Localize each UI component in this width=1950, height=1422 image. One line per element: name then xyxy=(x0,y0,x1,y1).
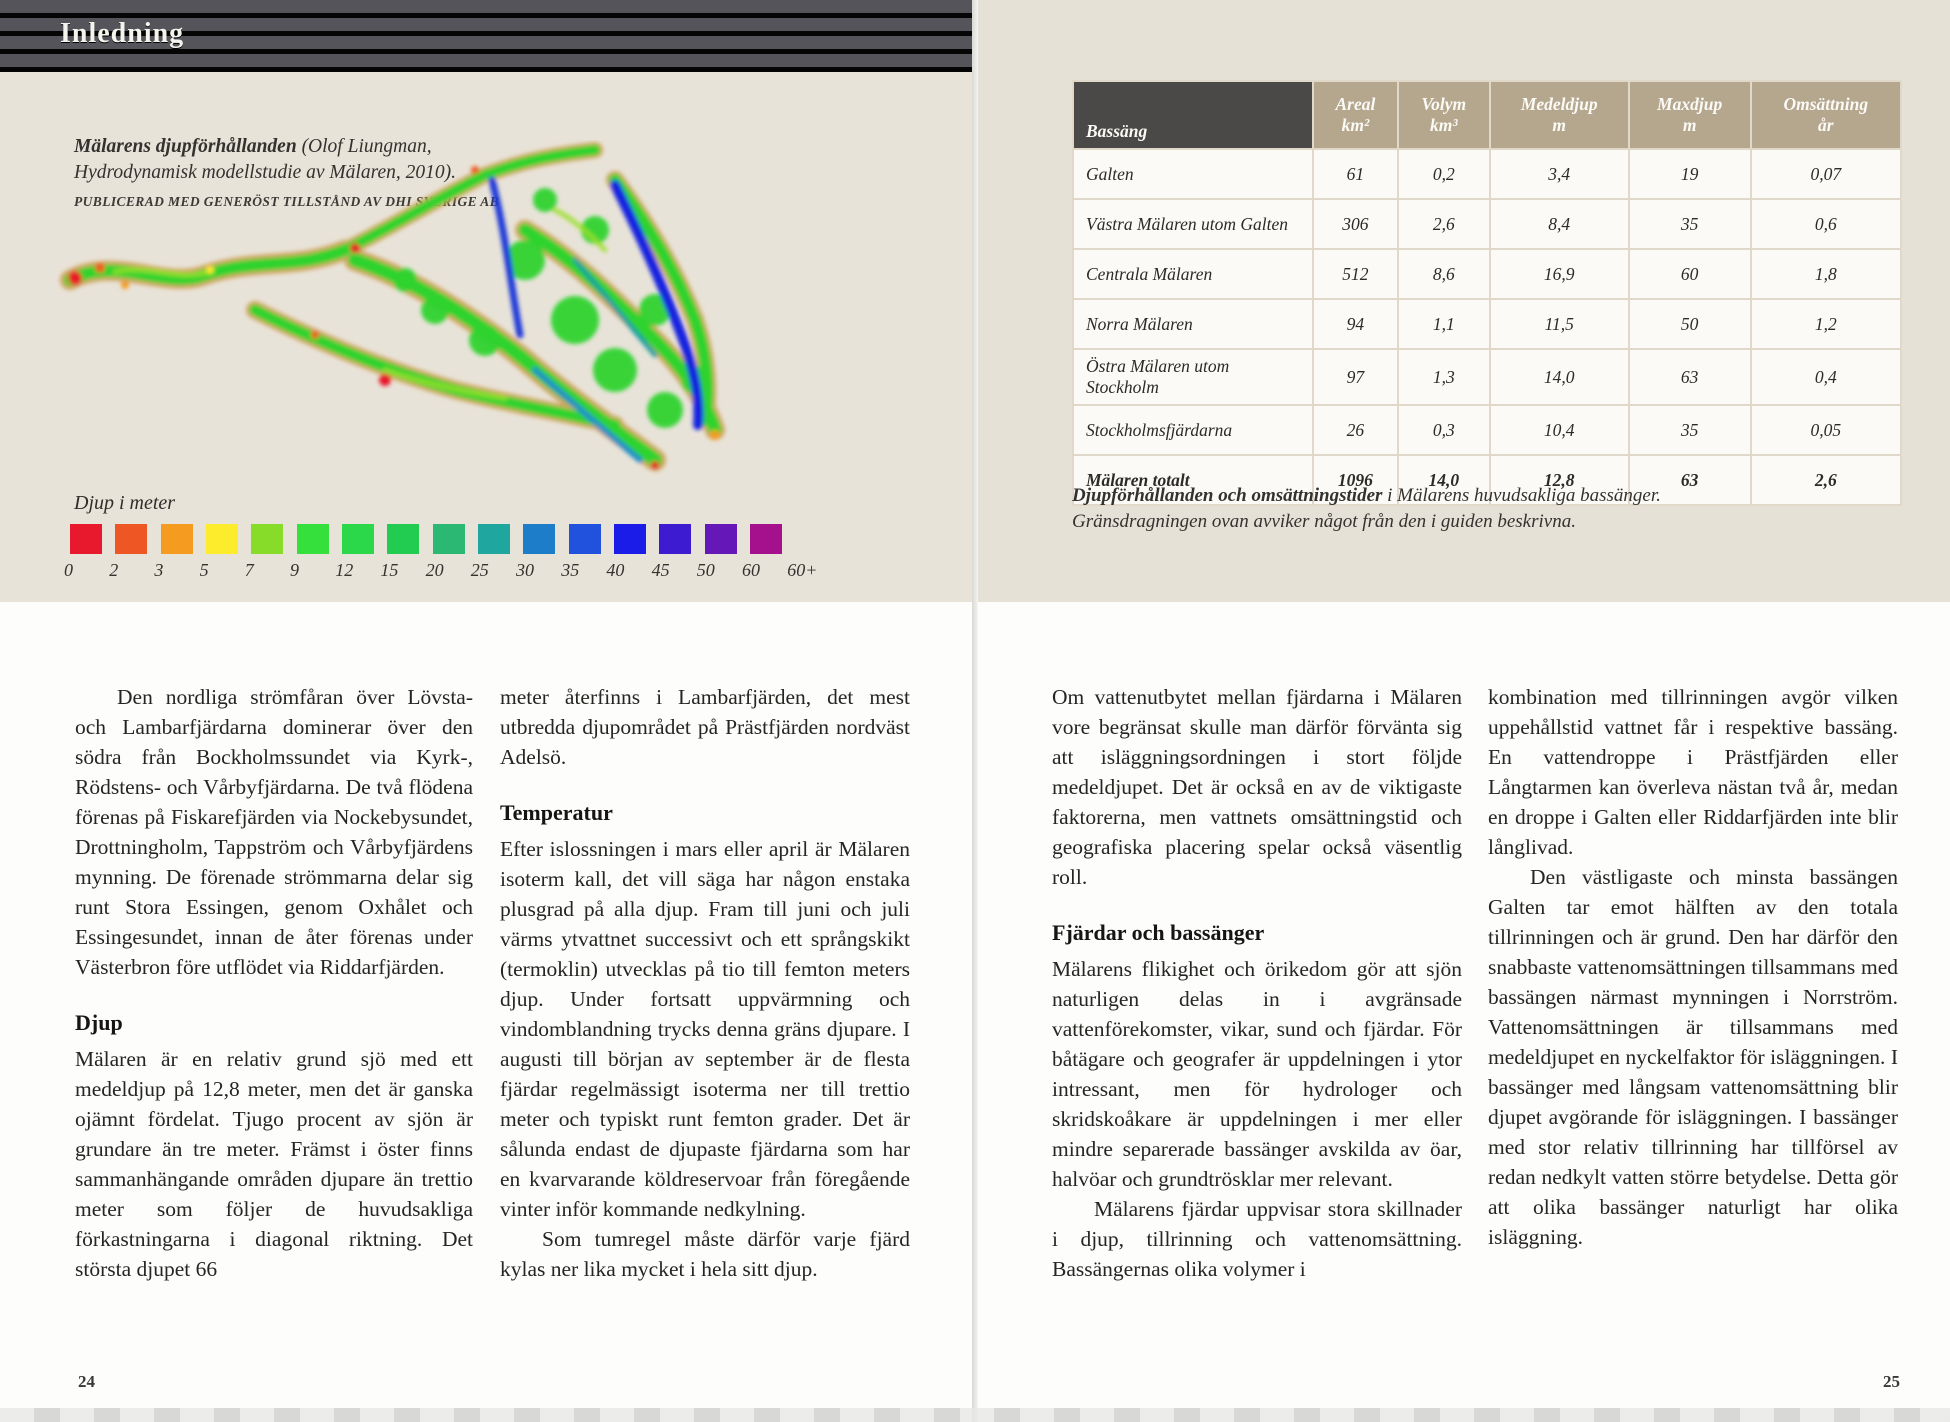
table-row: Galten 61 0,2 3,4 19 0,07 xyxy=(1072,148,1903,200)
col-header-areal: Areal km² xyxy=(1312,80,1399,150)
paragraph: kombination med tillrinningen avgör vilk… xyxy=(1488,685,1898,859)
page-seam xyxy=(972,0,978,1422)
col-header-maxdjup: Maxdjup m xyxy=(1627,80,1752,150)
col-header-volym: Volym km³ xyxy=(1396,80,1491,150)
table-row: Stockholmsfjärdarna 26 0,3 10,4 35 0,05 xyxy=(1072,404,1903,456)
legend-swatch xyxy=(70,524,102,554)
legend-swatch xyxy=(115,524,148,554)
legend-swatch xyxy=(432,524,465,554)
legend-swatch xyxy=(613,524,646,554)
paragraph: Som tumregel måste därför varje fjärd ky… xyxy=(500,1227,910,1281)
heading-fjardar-och-bassanger: Fjärdar och bassänger xyxy=(1052,920,1265,945)
table-row: Västra Mälaren utom Galten 306 2,6 8,4 3… xyxy=(1072,198,1903,250)
map-caption: Mälarens djupförhållanden (Olof Liungman… xyxy=(74,134,554,215)
text-column-2: meter återfinns i Lambarfjärden, det mes… xyxy=(500,682,910,1284)
depth-legend xyxy=(70,524,782,558)
map-caption-title: Mälarens djupförhållanden xyxy=(74,136,297,157)
text-column-1: Den nordliga strömfåran över Lövsta- och… xyxy=(75,682,473,1284)
table-row: Östra Mälaren utom Stockholm 97 1,3 14,0… xyxy=(1072,348,1903,406)
col-header-omsattning: Omsättning år xyxy=(1749,80,1903,150)
map-caption-line2: Hydrodynamisk modellstudie av Mälaren, 2… xyxy=(74,162,456,183)
legend-swatch xyxy=(749,524,782,554)
legend-swatch xyxy=(704,524,737,554)
table-caption-line2: Gränsdragningen ovan avviker något från … xyxy=(1072,511,1576,532)
legend-title: Djup i meter xyxy=(74,492,176,514)
legend-swatch xyxy=(296,524,329,554)
page-number-right: 25 xyxy=(1883,1372,1900,1391)
next-page-edge xyxy=(0,1408,1950,1422)
legend-swatch xyxy=(477,524,510,554)
paragraph: Mälarens fjärdar uppvisar stora skillnad… xyxy=(1052,1197,1462,1281)
heading-djup: Djup xyxy=(75,1010,123,1035)
text-column-4: kombination med tillrinningen avgör vilk… xyxy=(1488,682,1898,1252)
paragraph: Mälaren är en relativ grund sjö med ett … xyxy=(75,1047,473,1281)
legend-swatch xyxy=(523,524,556,554)
depth-map-image xyxy=(60,142,725,471)
paragraph: Den västligaste och minsta bassängen Gal… xyxy=(1488,865,1898,1249)
legend-swatch xyxy=(568,524,601,554)
table-caption: Djupförhållanden och omsättningstider i … xyxy=(1072,485,1661,532)
text-column-3: Om vattenutbytet mellan fjärdarna i Mäla… xyxy=(1052,682,1462,1284)
legend-swatch xyxy=(205,524,238,554)
table-caption-title: Djupförhållanden och omsättningstider xyxy=(1072,485,1383,506)
basin-table: Bassäng Areal km² Volym km³ Medeldjup m Max… xyxy=(1072,80,1903,506)
table-row: Norra Mälaren 94 1,1 11,5 50 1,2 xyxy=(1072,298,1903,350)
legend-swatch xyxy=(251,524,284,554)
table-total-row: Mälaren totalt 1096 14,0 12,8 63 2,6 xyxy=(1072,454,1903,506)
legend-swatch xyxy=(659,524,692,554)
col-header-medeldjup: Medeldjup m xyxy=(1488,80,1630,150)
paragraph: meter återfinns i Lambarfjärden, det mes… xyxy=(500,685,910,769)
table-header-row: Bassäng Areal km² Volym km³ Medeldjup m Max… xyxy=(1072,80,1903,150)
chapter-title: Inledning xyxy=(60,18,185,49)
paragraph: Om vattenutbytet mellan fjärdarna i Mäla… xyxy=(1052,685,1462,889)
legend-swatch xyxy=(341,524,374,554)
legend-swatch xyxy=(160,524,193,554)
legend-swatch xyxy=(387,524,420,554)
legend-labels: 0 2 3 5 7 9 12 15 20 25 30 35 40 45 50 6… xyxy=(64,560,818,580)
paragraph: Efter islossningen i mars eller april är… xyxy=(500,837,910,1221)
col-header-bassang: Bassäng xyxy=(1072,80,1314,150)
paragraph: Den nordliga strömfåran över Lövsta- och… xyxy=(75,685,473,979)
table-row: Centrala Mälaren 512 8,6 16,9 60 1,8 xyxy=(1072,248,1903,300)
page-number-left: 24 xyxy=(78,1372,95,1391)
chapter-band: Inledning xyxy=(0,0,972,72)
map-credit: PUBLICERAD MED GENERÖST TILLSTÅND AV DHI… xyxy=(74,194,500,209)
paragraph: Mälarens flikighet och örikedom gör att … xyxy=(1052,957,1462,1191)
heading-temperatur: Temperatur xyxy=(500,800,613,825)
